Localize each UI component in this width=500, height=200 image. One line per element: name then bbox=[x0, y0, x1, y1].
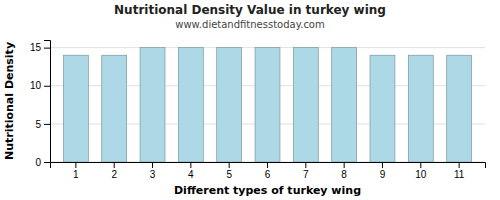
bar bbox=[102, 55, 127, 162]
x-tick: 9 bbox=[380, 162, 386, 180]
x-axis: 1 2 3 4 5 6 7 8 9 10 11 bbox=[51, 162, 486, 180]
bar bbox=[217, 48, 242, 162]
bar bbox=[447, 55, 472, 162]
bar bbox=[408, 55, 433, 162]
bar bbox=[293, 48, 318, 162]
x-tick: 2 bbox=[111, 162, 117, 180]
chart-svg: Nutritional Density Value in turkey wing… bbox=[0, 0, 500, 200]
x-tick-mark bbox=[344, 162, 345, 168]
grid bbox=[50, 48, 485, 162]
y-tick-label: 0 bbox=[35, 157, 41, 168]
x-tick-mark bbox=[229, 162, 230, 168]
x-tick-mark bbox=[420, 162, 421, 168]
bars bbox=[63, 48, 471, 162]
x-tick-label: 4 bbox=[188, 169, 194, 180]
x-axis-title: Different types of turkey wing bbox=[174, 184, 361, 197]
x-tick-label: 7 bbox=[303, 169, 309, 180]
x-tick-mark bbox=[75, 162, 76, 168]
y-tick-mark bbox=[44, 162, 50, 163]
subtitle: www.dietandfitnesstoday.com bbox=[175, 19, 324, 30]
x-tick-mark bbox=[152, 162, 153, 168]
x-axis-line bbox=[51, 163, 486, 169]
y-axis-title: Nutritional Density bbox=[3, 42, 16, 160]
x-tick: 10 bbox=[415, 162, 427, 180]
bar bbox=[370, 55, 395, 162]
y-tick: 15 bbox=[30, 42, 50, 53]
x-tick: 3 bbox=[150, 162, 156, 180]
title: Nutritional Density Value in turkey wing bbox=[114, 3, 386, 17]
x-tick-mark bbox=[459, 162, 460, 168]
y-tick-mark bbox=[44, 124, 50, 125]
x-tick: 11 bbox=[454, 162, 465, 180]
y-tick: 0 bbox=[35, 157, 50, 168]
bar bbox=[255, 48, 280, 162]
y-tick: 10 bbox=[30, 80, 50, 91]
y-tick-label: 5 bbox=[35, 119, 41, 130]
y-axis-line bbox=[44, 41, 51, 163]
y-tick-label: 10 bbox=[30, 80, 42, 91]
x-tick-label: 2 bbox=[111, 169, 117, 180]
bar bbox=[140, 48, 165, 162]
x-tick-label: 9 bbox=[380, 169, 386, 180]
plot-area: 1 2 3 4 5 6 7 8 9 10 11 0 5 10 15 bbox=[30, 41, 486, 181]
x-tick: 4 bbox=[188, 162, 194, 180]
x-tick-mark bbox=[190, 162, 191, 168]
x-tick-mark bbox=[114, 162, 115, 168]
x-tick-mark bbox=[267, 162, 268, 168]
bar bbox=[63, 55, 88, 162]
x-tick-mark bbox=[305, 162, 306, 168]
x-tick: 8 bbox=[341, 162, 347, 180]
x-tick-label: 8 bbox=[341, 169, 347, 180]
bar bbox=[178, 48, 203, 162]
x-tick-label: 3 bbox=[150, 169, 156, 180]
y-tick-mark bbox=[44, 48, 50, 49]
y-axis: 0 5 10 15 bbox=[30, 41, 51, 168]
x-tick: 7 bbox=[303, 162, 309, 180]
y-tick: 5 bbox=[35, 119, 50, 130]
x-tick-label: 10 bbox=[415, 169, 427, 180]
x-tick: 5 bbox=[226, 162, 232, 180]
x-tick-label: 11 bbox=[454, 169, 465, 180]
x-tick: 1 bbox=[73, 162, 79, 180]
x-tick-mark bbox=[382, 162, 383, 168]
y-tick-mark bbox=[44, 86, 50, 87]
x-tick-label: 6 bbox=[265, 169, 271, 180]
x-tick: 6 bbox=[265, 162, 271, 180]
y-tick-label: 15 bbox=[30, 42, 42, 53]
x-tick-label: 1 bbox=[73, 169, 79, 180]
bar bbox=[332, 48, 357, 162]
x-tick-label: 5 bbox=[226, 169, 232, 180]
